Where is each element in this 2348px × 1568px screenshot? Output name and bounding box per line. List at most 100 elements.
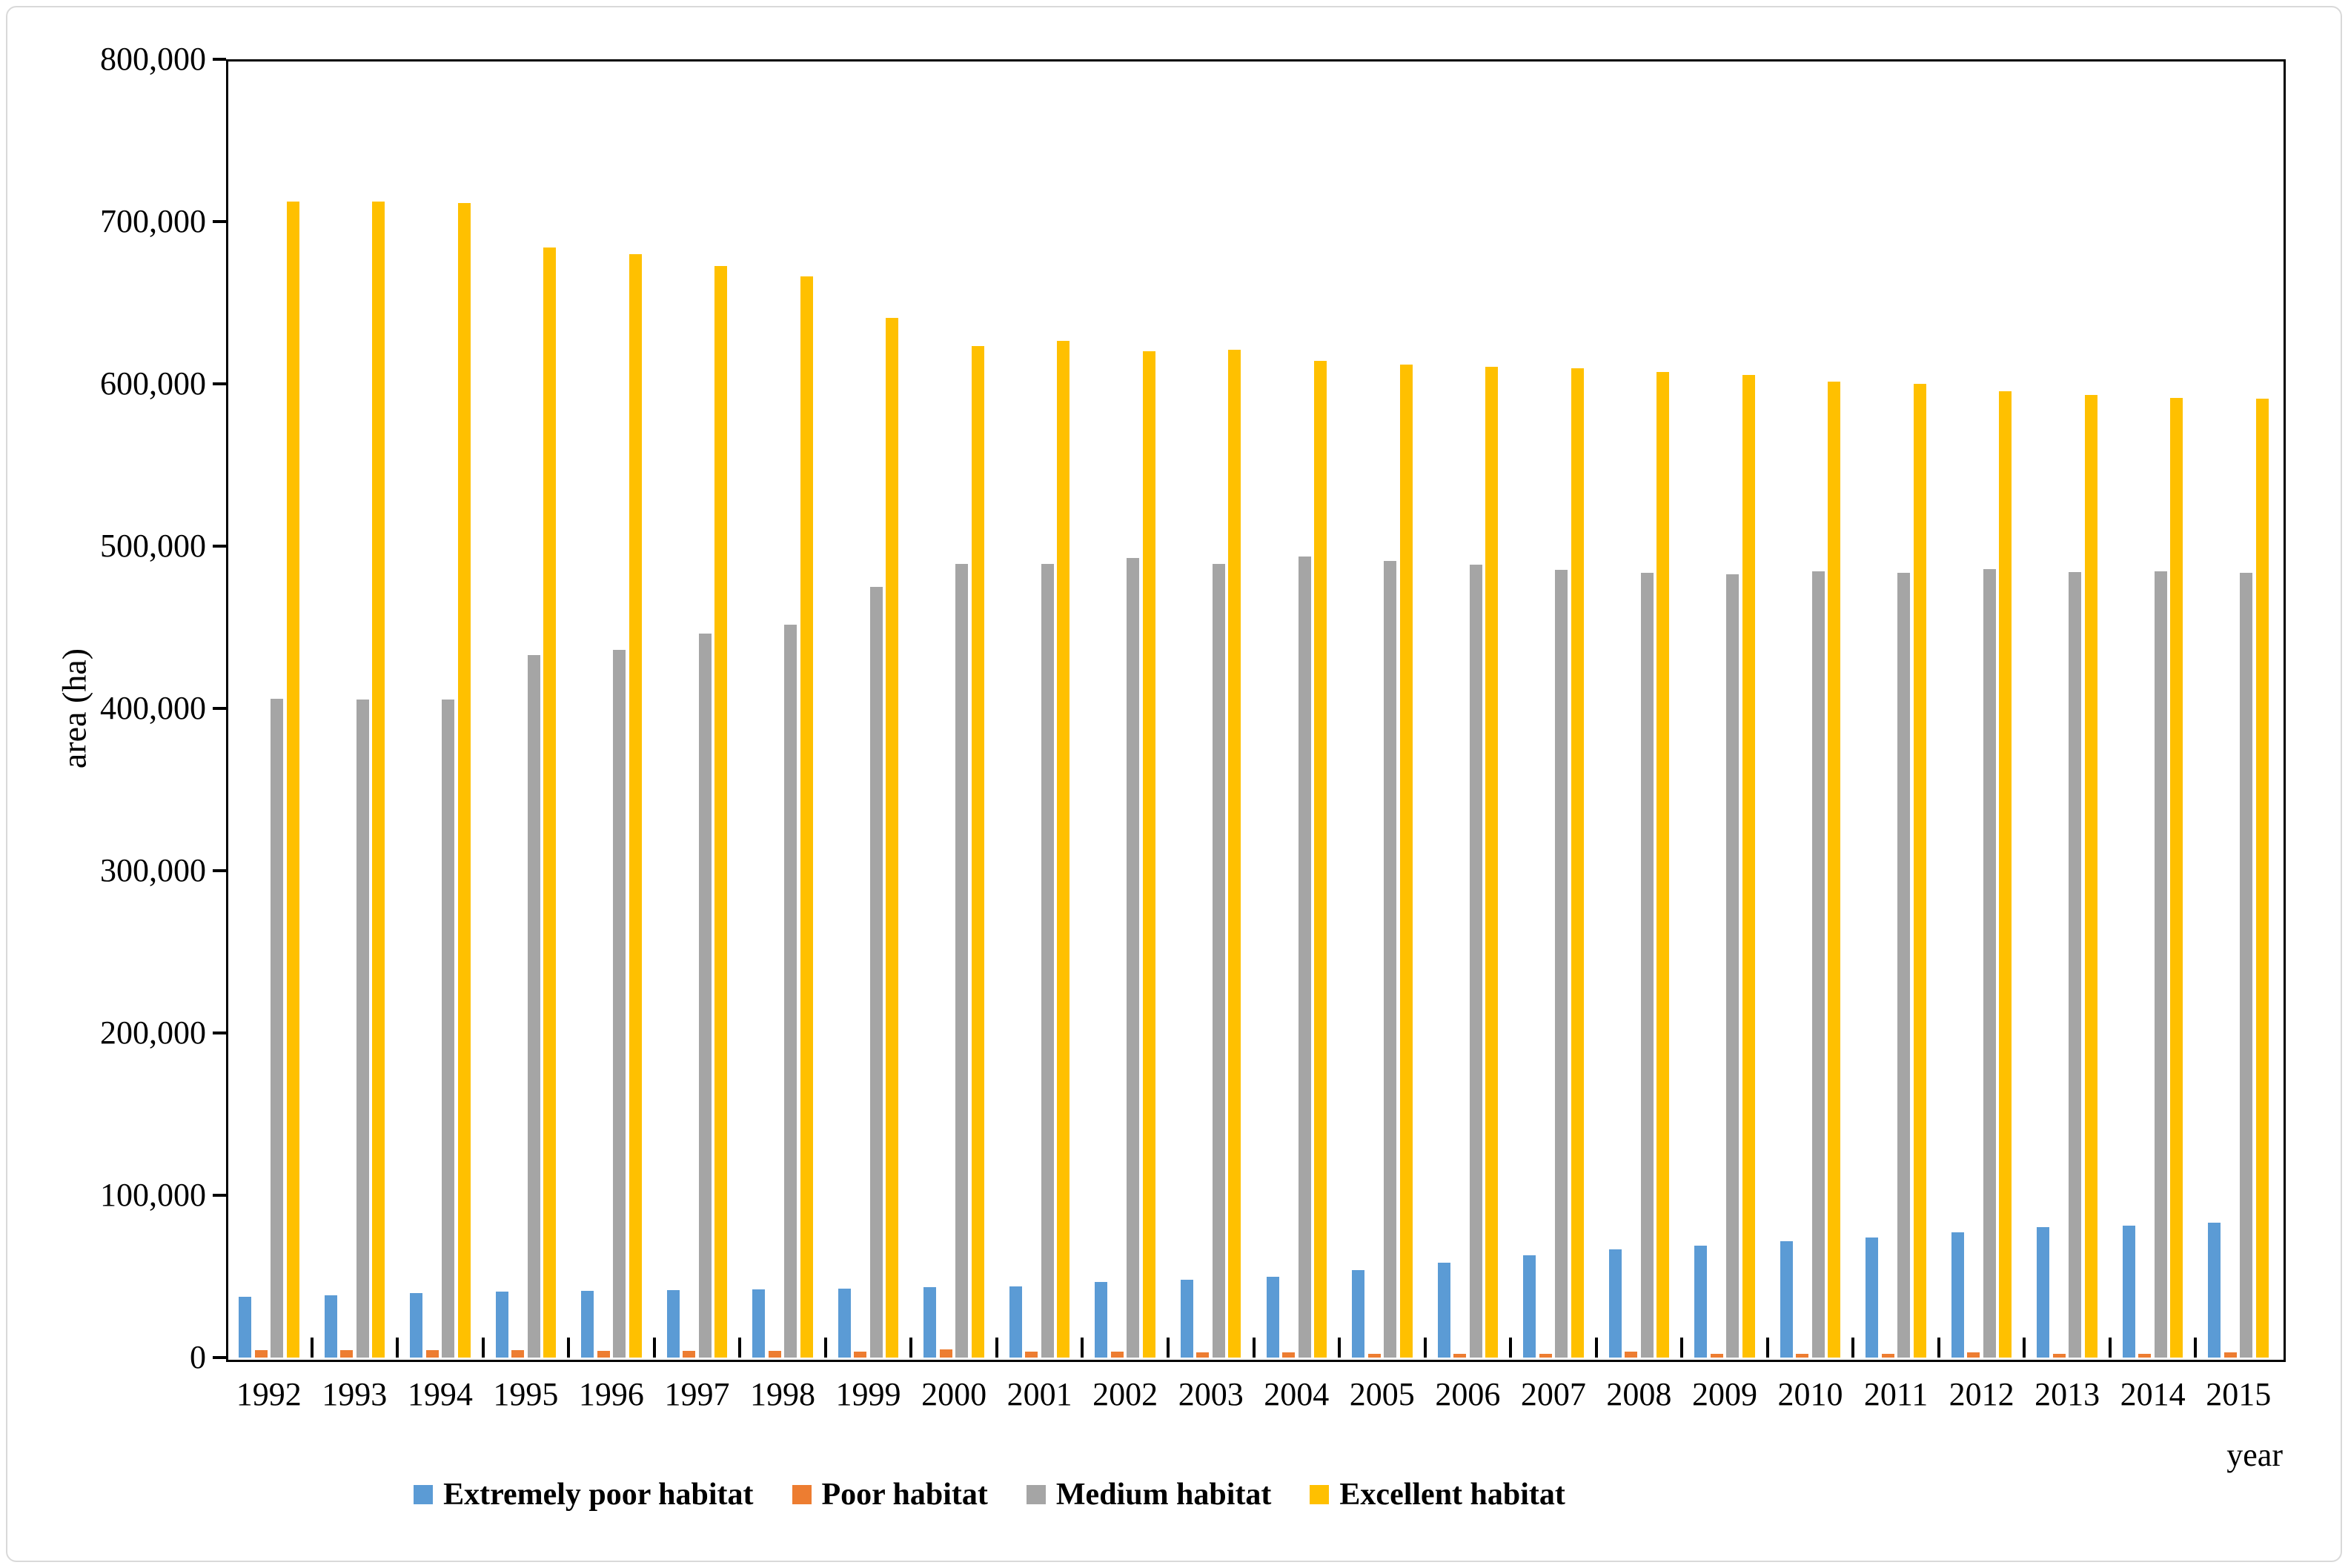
bar-medium-habitat-2008 xyxy=(1640,573,1654,1358)
bar-poor-habitat-2004 xyxy=(1282,1352,1296,1358)
y-tick-mark xyxy=(213,545,226,548)
bar-medium-habitat-1992 xyxy=(271,698,284,1358)
legend-label-medium-habitat: Medium habitat xyxy=(1055,1478,1272,1512)
bar-poor-habitat-2010 xyxy=(1796,1353,1809,1358)
bar-extremely-poor-habitat-1994 xyxy=(410,1293,423,1358)
y-tick-label-200000: 200,000 xyxy=(100,1014,206,1051)
bar-extremely-poor-habitat-1996 xyxy=(581,1291,594,1358)
x-tick-label-2004: 2004 xyxy=(1264,1376,1330,1412)
x-tick-label-2001: 2001 xyxy=(1006,1376,1072,1412)
x-tick-mark xyxy=(823,1338,827,1358)
bar-excellent-habitat-1999 xyxy=(886,318,899,1358)
bar-poor-habitat-2011 xyxy=(1881,1353,1894,1358)
legend-label-extremely-poor-habitat: Extremely poor habitat xyxy=(443,1478,754,1512)
bar-poor-habitat-1993 xyxy=(340,1350,354,1358)
x-tick-label-1992: 1992 xyxy=(236,1376,302,1412)
bar-medium-habitat-1993 xyxy=(356,699,369,1358)
bar-extremely-poor-habitat-2005 xyxy=(1352,1269,1365,1358)
bar-poor-habitat-2002 xyxy=(1110,1352,1124,1358)
bar-excellent-habitat-1993 xyxy=(372,201,385,1358)
bar-poor-habitat-2015 xyxy=(2223,1352,2237,1358)
x-tick-label-2015: 2015 xyxy=(2206,1376,2272,1412)
bar-excellent-habitat-2005 xyxy=(1399,364,1413,1358)
x-tick-label-1999: 1999 xyxy=(835,1376,901,1412)
bar-poor-habitat-2014 xyxy=(2138,1353,2152,1358)
x-tick-label-2009: 2009 xyxy=(1691,1376,1757,1412)
bar-poor-habitat-2003 xyxy=(1196,1352,1210,1358)
bar-excellent-habitat-2012 xyxy=(1999,391,2012,1358)
bar-medium-habitat-2007 xyxy=(1555,569,1568,1358)
x-tick-mark xyxy=(995,1338,998,1358)
bar-extremely-poor-habitat-2004 xyxy=(1266,1276,1279,1358)
x-tick-mark xyxy=(2194,1338,2198,1358)
bar-medium-habitat-2004 xyxy=(1298,557,1311,1358)
bar-poor-habitat-2007 xyxy=(1539,1353,1552,1358)
bar-excellent-habitat-2002 xyxy=(1142,351,1155,1358)
legend-item-poor-habitat: Poor habitat xyxy=(792,1477,988,1512)
bar-poor-habitat-1995 xyxy=(511,1350,525,1358)
y-tick-label-300000: 300,000 xyxy=(100,852,206,888)
x-tick-mark xyxy=(1680,1338,1684,1358)
x-axis-title: year xyxy=(2226,1437,2283,1473)
x-tick-label-1995: 1995 xyxy=(493,1376,559,1412)
bar-medium-habitat-1995 xyxy=(527,654,540,1358)
x-tick-label-2000: 2000 xyxy=(921,1376,987,1412)
bar-extremely-poor-habitat-1997 xyxy=(666,1290,680,1358)
x-tick-mark xyxy=(2108,1338,2112,1358)
bar-excellent-habitat-1996 xyxy=(629,253,642,1358)
bar-extremely-poor-habitat-2000 xyxy=(923,1286,937,1358)
bar-excellent-habitat-1992 xyxy=(286,201,299,1358)
x-tick-mark xyxy=(1166,1338,1170,1358)
x-tick-label-1996: 1996 xyxy=(578,1376,644,1412)
bar-extremely-poor-habitat-1992 xyxy=(239,1296,252,1358)
y-tick-mark xyxy=(213,1032,226,1034)
x-tick-mark xyxy=(738,1338,742,1358)
x-tick-label-2002: 2002 xyxy=(1092,1376,1158,1412)
bar-excellent-habitat-2010 xyxy=(1828,381,1841,1358)
x-tick-label-2007: 2007 xyxy=(1520,1376,1586,1412)
x-tick-label-2013: 2013 xyxy=(2034,1376,2100,1412)
x-tick-mark xyxy=(481,1338,485,1358)
bar-extremely-poor-habitat-2002 xyxy=(1095,1282,1108,1358)
bar-poor-habitat-1998 xyxy=(768,1351,781,1358)
legend-swatch-excellent-habitat xyxy=(1310,1485,1330,1504)
bar-excellent-habitat-2001 xyxy=(1057,340,1070,1358)
legend-label-excellent-habitat: Excellent habitat xyxy=(1339,1478,1565,1512)
bar-excellent-habitat-2015 xyxy=(2255,398,2269,1358)
bar-poor-habitat-2012 xyxy=(1967,1352,1980,1358)
x-tick-label-2008: 2008 xyxy=(1606,1376,1672,1412)
bar-extremely-poor-habitat-2013 xyxy=(2037,1226,2050,1358)
bar-medium-habitat-2001 xyxy=(1041,564,1054,1358)
bar-extremely-poor-habitat-2010 xyxy=(1780,1241,1793,1358)
bar-excellent-habitat-2013 xyxy=(2084,395,2097,1358)
x-tick-mark xyxy=(1252,1338,1256,1358)
bar-extremely-poor-habitat-1995 xyxy=(495,1292,508,1358)
x-tick-mark xyxy=(1081,1338,1084,1358)
bar-poor-habitat-2001 xyxy=(1025,1352,1038,1358)
y-tick-label-800000: 800,000 xyxy=(100,41,206,77)
bar-excellent-habitat-2007 xyxy=(1571,368,1584,1358)
bar-medium-habitat-2014 xyxy=(2154,571,2167,1358)
bar-excellent-habitat-2000 xyxy=(971,345,984,1358)
bar-poor-habitat-1999 xyxy=(854,1352,867,1358)
x-tick-mark xyxy=(567,1338,571,1358)
bar-medium-habitat-2010 xyxy=(1811,571,1825,1358)
x-tick-mark xyxy=(1423,1338,1427,1358)
bar-excellent-habitat-1997 xyxy=(714,266,728,1358)
x-tick-label-2011: 2011 xyxy=(1863,1376,1929,1412)
x-tick-mark xyxy=(396,1338,399,1358)
bar-extremely-poor-habitat-2015 xyxy=(2208,1223,2221,1358)
bar-medium-habitat-2000 xyxy=(955,564,969,1358)
bar-excellent-habitat-2004 xyxy=(1314,361,1327,1358)
x-tick-label-2014: 2014 xyxy=(2120,1376,2186,1412)
y-tick-mark xyxy=(213,869,226,872)
bar-medium-habitat-2011 xyxy=(1897,573,1911,1358)
y-tick-mark xyxy=(213,220,226,223)
x-tick-mark xyxy=(2023,1338,2026,1358)
bar-poor-habitat-2013 xyxy=(2052,1353,2066,1358)
y-tick-label-700000: 700,000 xyxy=(100,203,206,239)
legend-swatch-extremely-poor-habitat xyxy=(414,1485,434,1504)
x-tick-label-2010: 2010 xyxy=(1777,1376,1843,1412)
x-tick-mark xyxy=(1509,1338,1513,1358)
x-tick-label-1994: 1994 xyxy=(407,1376,473,1412)
